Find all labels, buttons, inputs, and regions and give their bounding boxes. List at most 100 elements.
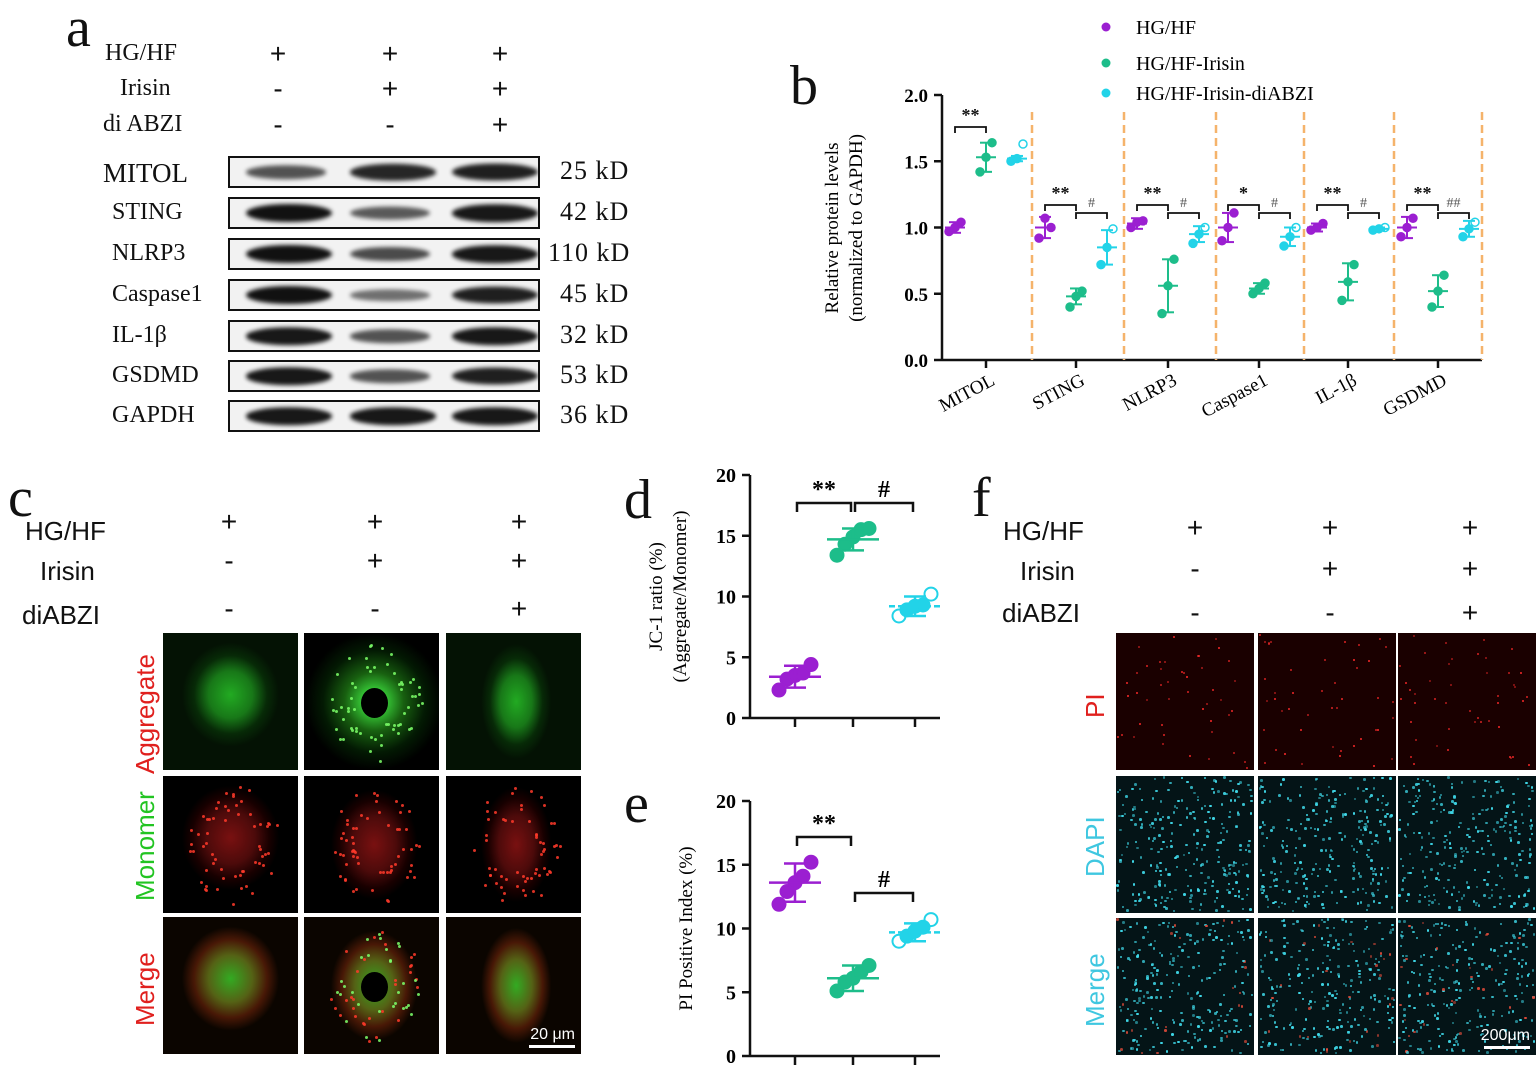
fluorescent-puncta — [357, 1003, 361, 1007]
nucleus-dot — [1470, 975, 1473, 979]
nucleus-dot — [1228, 1009, 1232, 1013]
nucleus-dot — [1330, 891, 1334, 894]
nucleus-dot — [1454, 1036, 1458, 1039]
pi-positive-nucleus — [1227, 660, 1230, 663]
nucleus-dot — [1160, 896, 1164, 899]
nucleus-dot — [1241, 981, 1244, 985]
nucleus-dot — [1492, 1009, 1495, 1013]
nucleus-dot — [1205, 924, 1208, 928]
nucleus-dot — [1307, 818, 1311, 821]
nucleus-dot — [1423, 876, 1427, 879]
nucleus-dot — [1444, 923, 1447, 927]
nucleus-dot — [1411, 866, 1415, 870]
f-condition-hg-hf: HG/HF — [1003, 516, 1084, 546]
nucleus-dot — [1233, 799, 1237, 802]
nucleus-dot — [1285, 850, 1288, 853]
fluorescent-puncta — [333, 1006, 337, 1010]
micrograph-merge-2 — [1258, 918, 1396, 1055]
y-tick-label: 5 — [726, 982, 736, 1004]
nucleus-dot — [1246, 1042, 1250, 1046]
nucleus-dot — [1430, 821, 1433, 824]
pi-positive-nucleus — [1181, 671, 1184, 674]
nucleus-dot — [1402, 784, 1406, 788]
pi-positive-nucleus — [1413, 634, 1416, 637]
nucleus-dot — [1529, 827, 1533, 830]
nucleus-dot — [1528, 797, 1531, 801]
pi-positive-nucleus — [1527, 764, 1530, 767]
nucleus-dot — [1135, 1048, 1139, 1051]
minus-mark: - — [1190, 597, 1200, 628]
nucleus-dot — [1451, 1021, 1455, 1025]
nucleus-dot — [1116, 918, 1119, 921]
fluorescent-puncta — [267, 822, 271, 826]
nucleus-dot — [1311, 974, 1315, 977]
nucleus-dot — [1131, 860, 1135, 863]
fluorescent-puncta — [365, 816, 369, 820]
nucleus-dot — [1385, 895, 1388, 898]
nucleus-dot — [1362, 789, 1365, 793]
nucleus-dot — [1167, 816, 1170, 819]
nucleus-dot — [1329, 934, 1332, 937]
nucleus-dot — [1136, 846, 1139, 850]
fluorescent-puncta — [331, 697, 335, 701]
nucleus-dot — [1455, 988, 1458, 992]
fluorescent-puncta — [542, 849, 546, 853]
nucleus-dot — [1465, 923, 1468, 926]
fluorescent-puncta — [223, 818, 227, 822]
nucleus-dot — [1450, 893, 1454, 897]
pi-positive-nucleus — [1341, 697, 1344, 700]
nucleus-dot — [1506, 805, 1509, 808]
nucleus-dot — [1326, 1019, 1330, 1023]
nucleus-dot — [1139, 989, 1142, 993]
fluorescent-puncta — [542, 848, 546, 852]
nucleus-dot — [1196, 991, 1200, 994]
nucleus-dot — [1478, 829, 1482, 833]
nucleus-dot — [1412, 930, 1415, 934]
nucleus-dot — [1475, 971, 1479, 975]
nucleus-dot — [1326, 944, 1330, 947]
channel-label-merge: Merge — [130, 951, 160, 1026]
significance-bracket — [1227, 204, 1260, 211]
nucleus-dot — [1370, 859, 1373, 862]
nucleus-dot — [1361, 1006, 1364, 1009]
nucleus-dot — [1292, 922, 1295, 926]
nucleus-dot — [1472, 839, 1475, 843]
fluorescent-puncta — [351, 997, 355, 1001]
nucleus-dot — [1316, 828, 1320, 831]
blot-band — [246, 327, 332, 345]
minus-mark: - — [273, 73, 283, 104]
nucleus-dot — [1267, 976, 1271, 980]
fluorescent-puncta — [400, 681, 404, 685]
significance-bracket — [1437, 212, 1470, 219]
nucleus-dot — [1483, 1015, 1487, 1019]
nucleus-dot — [1269, 998, 1273, 1002]
nucleus-dot — [1342, 982, 1346, 986]
nucleus-dot — [1528, 918, 1531, 921]
nucleus-dot — [1161, 815, 1165, 819]
nucleus-dot — [1357, 990, 1360, 994]
nucleus-dot — [1228, 867, 1232, 871]
nucleus-dot — [1530, 923, 1533, 927]
nucleus-dot — [1208, 976, 1211, 980]
nucleus-dot — [1319, 793, 1322, 796]
fluorescent-puncta — [339, 992, 343, 996]
nucleus-dot — [1126, 1019, 1129, 1022]
data-point — [923, 912, 939, 928]
nucleus-dot — [1380, 867, 1384, 870]
nucleus-dot — [1237, 870, 1241, 873]
fluorescent-puncta — [354, 826, 358, 830]
nucleus-dot — [1447, 986, 1451, 990]
nucleus-dot — [1261, 970, 1264, 973]
nucleus-dot — [1241, 990, 1245, 994]
pi-positive-nucleus — [1507, 672, 1510, 675]
significance-label: # — [878, 477, 890, 503]
nucleus-dot — [1477, 904, 1481, 908]
nucleus-dot — [1304, 905, 1308, 909]
plus-mark: + — [1461, 553, 1479, 584]
nucleus-dot — [1177, 983, 1181, 986]
nucleus-dot — [1312, 924, 1316, 927]
nucleus-dot — [1532, 933, 1536, 936]
nucleus-dot — [1462, 849, 1466, 853]
nucleus-dot — [1432, 924, 1436, 927]
nucleus-dot — [1167, 788, 1170, 792]
